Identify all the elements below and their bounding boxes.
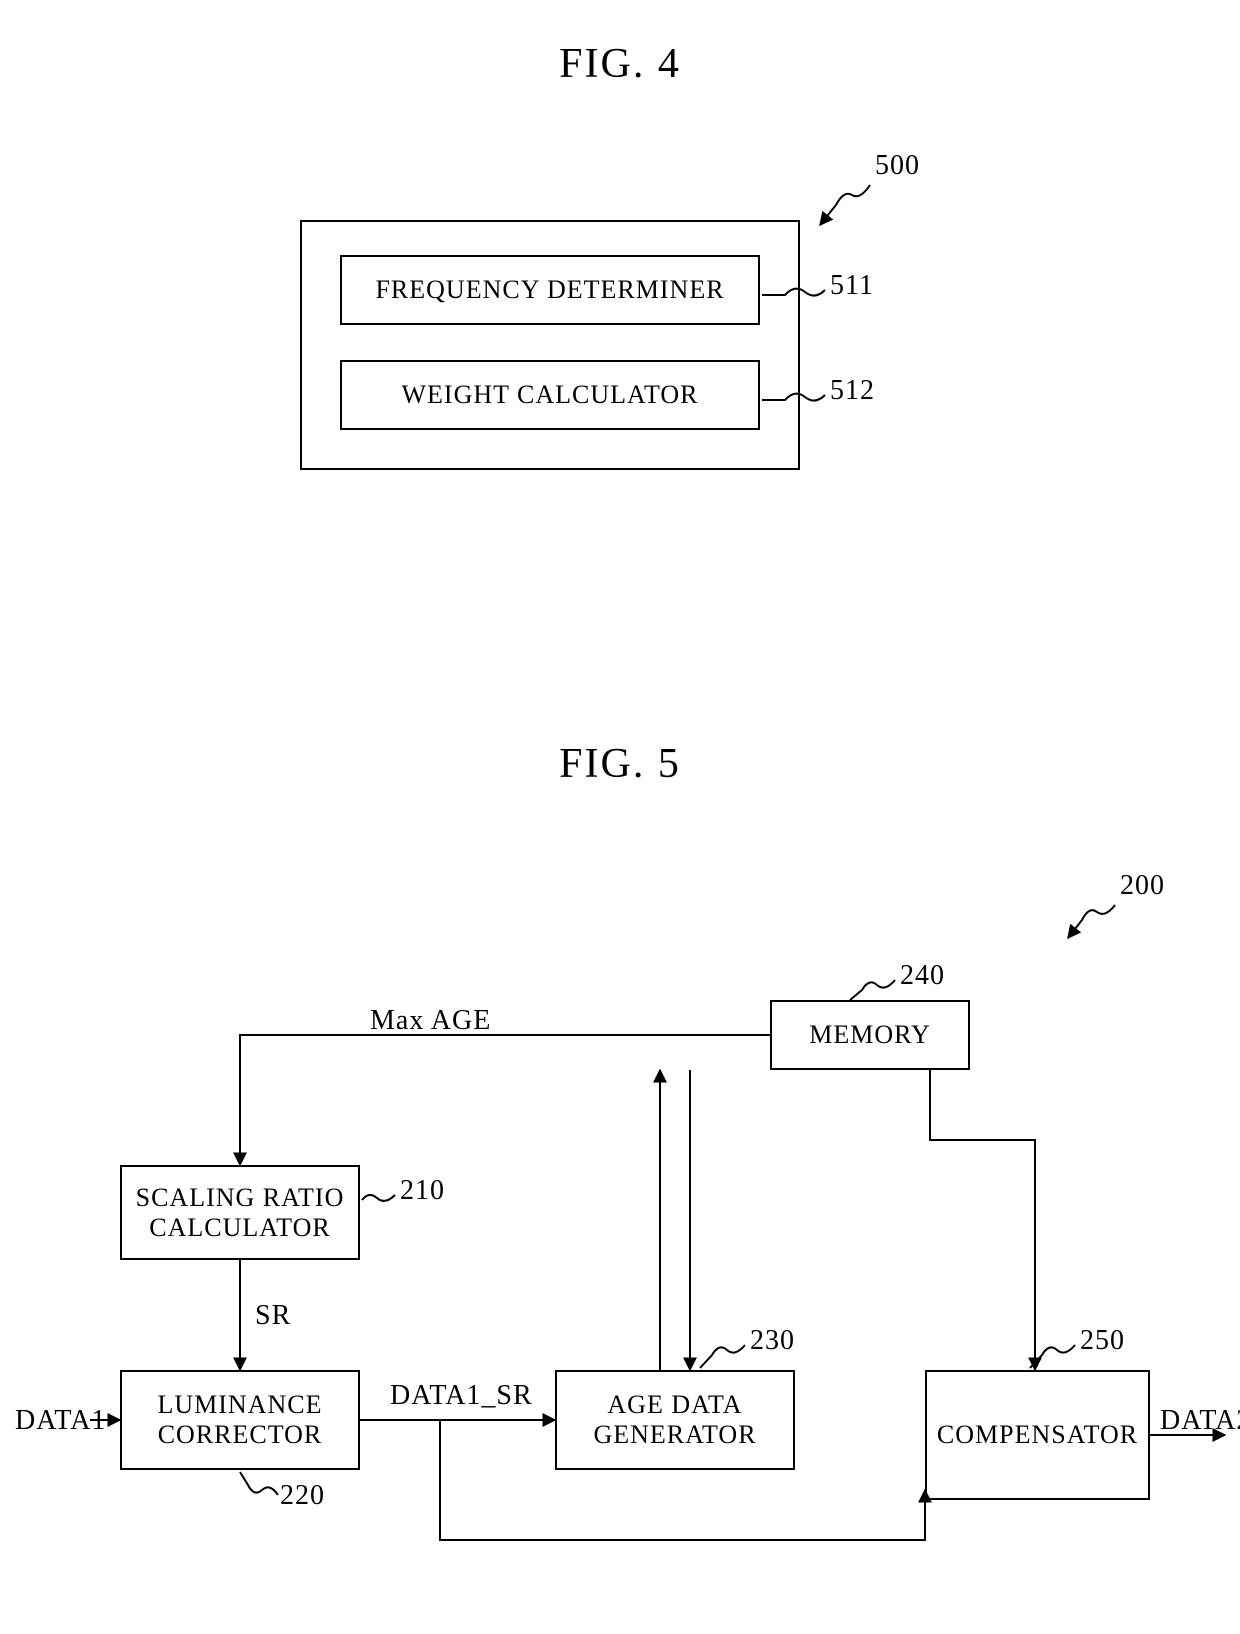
weight-calculator-block: WEIGHT CALCULATOR [340,360,760,430]
fig4-title: FIG. 4 [0,40,1240,88]
fig5-ref250-leader [1030,1345,1075,1368]
luminance-label: LUMINANCE CORRECTOR [158,1390,323,1450]
fig4-block2-ref: 512 [830,375,875,407]
scaling-ratio-calculator-block: SCALING RATIO CALCULATOR [120,1165,360,1260]
memory-ref: 240 [900,960,945,992]
frequency-determiner-block: FREQUENCY DETERMINER [340,255,760,325]
fig4-block1-ref: 511 [830,270,874,302]
compensator-block: COMPENSATOR [925,1370,1150,1500]
fig5-ref210-leader [362,1195,395,1201]
arrow-memory-to-scaling [240,1035,770,1165]
compensator-ref: 250 [1080,1325,1125,1357]
data2-out-label: DATA2 [1160,1405,1240,1437]
scaling-ref: 210 [400,1175,445,1207]
frequency-determiner-label: FREQUENCY DETERMINER [375,275,724,305]
compensator-label: COMPENSATOR [937,1420,1138,1450]
memory-label: MEMORY [809,1020,931,1050]
fig5-title: FIG. 5 [0,740,1240,788]
luminance-corrector-block: LUMINANCE CORRECTOR [120,1370,360,1470]
arrow-memory-to-compensator [930,1070,1035,1370]
fig5-ref230-leader [700,1345,745,1368]
weight-calculator-label: WEIGHT CALCULATOR [402,380,699,410]
fig5-ref-leader [1068,905,1115,938]
age-data-generator-block: AGE DATA GENERATOR [555,1370,795,1470]
fig4-ref: 500 [875,150,920,182]
fig5-ref: 200 [1120,870,1165,902]
sr-label: SR [255,1300,291,1332]
agedata-label: AGE DATA GENERATOR [593,1390,756,1450]
agedata-ref: 230 [750,1325,795,1357]
fig4-ref-leader [820,185,870,225]
fig5-ref240-leader [850,980,895,1000]
scaling-label: SCALING RATIO CALCULATOR [136,1183,345,1243]
maxage-label: Max AGE [370,1005,491,1037]
data1sr-label: DATA1_SR [390,1380,533,1412]
luminance-ref: 220 [280,1480,325,1512]
fig5-ref220-leader [240,1472,278,1495]
memory-block: MEMORY [770,1000,970,1070]
data1-in-label: DATA1 [15,1405,106,1437]
